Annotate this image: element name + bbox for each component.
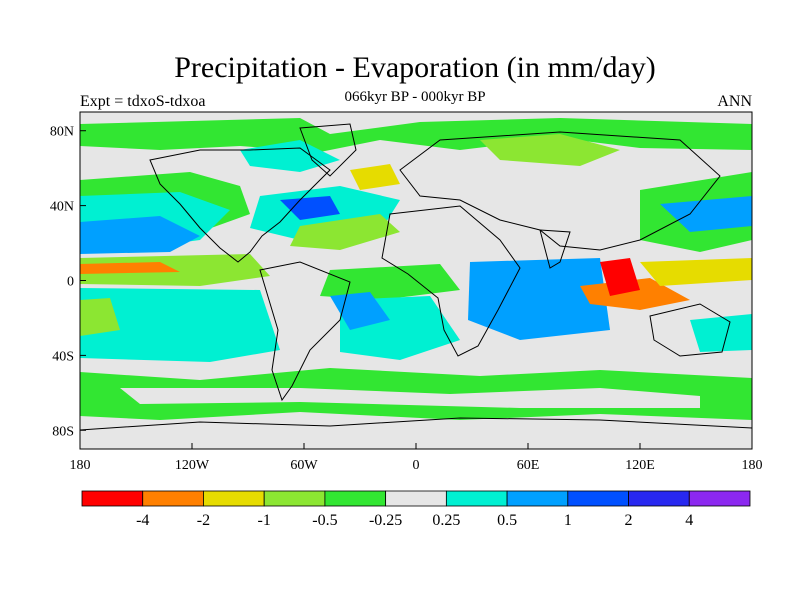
colorbar-label: 0.25: [432, 512, 460, 529]
x-tick-label: 0: [413, 458, 420, 473]
coastline-antarctica: [80, 417, 752, 431]
y-tick-label: 80S: [52, 424, 74, 439]
colorbar-swatch-0: [81, 490, 144, 507]
x-tick-label: 60W: [290, 458, 318, 473]
field-patch-austr-cyan: [690, 314, 752, 352]
colorbar-swatch-7: [506, 490, 569, 507]
field-patch-siberia-yellow: [480, 134, 620, 166]
colorbar-label: -0.25: [369, 512, 402, 529]
x-tick-label: 60E: [517, 458, 540, 473]
field-patch-indian-cyan: [468, 258, 610, 340]
axis-ticks: [79, 130, 753, 449]
coastlines: [80, 123, 752, 431]
coastline-north-america: [149, 147, 331, 263]
field-patch-wpac-blue: [660, 196, 752, 232]
coastline-eurasia: [399, 131, 721, 251]
colorbar-swatch-4: [324, 490, 387, 507]
field-patch-maritime-red: [600, 258, 640, 296]
field-patch-arctic-green: [80, 118, 752, 152]
colorbar-label: -0.5: [312, 512, 337, 529]
field-patch-tropwpac-yellow: [640, 258, 752, 286]
colorbar-label: 4: [685, 512, 693, 529]
colorbar-swatch-1: [142, 490, 204, 507]
y-tick-label: 40S: [52, 349, 74, 364]
field-patch-natl-yellow: [290, 214, 400, 250]
field-patch-natl-blue: [280, 196, 340, 220]
y-tick-label: 40N: [50, 200, 74, 215]
colorbar-swatch-9: [628, 490, 690, 507]
y-tick-label: 0: [67, 275, 74, 290]
coastline-africa: [381, 205, 521, 357]
field-patch-eqatl-green: [320, 264, 460, 300]
colorbar-label: -4: [136, 512, 149, 529]
experiment-label: Expt = tdxoS-tdxoa: [80, 93, 206, 110]
field-patch-europe-yellow: [350, 164, 400, 190]
colorbar-swatch-3: [263, 490, 326, 507]
colorbar-label: 1: [564, 512, 572, 529]
x-tick-label: 120E: [625, 458, 655, 473]
map-subtitle: 066kyr BP - 000kyr BP: [344, 89, 486, 105]
y-tick-label: 80N: [50, 125, 74, 140]
season-label: ANN: [717, 93, 752, 110]
field-patch-npac-blue: [80, 216, 200, 254]
colorbar-label: 0.5: [497, 512, 517, 529]
coastline-india: [539, 229, 571, 269]
field-patch-spac-yellow: [80, 298, 120, 336]
axis-tick-labels: 180 120W 60W 0 60E 120E 180 80N 40N 0 40S 80S: [50, 125, 763, 473]
colorbar-swatch-8: [567, 490, 629, 507]
field-patch-south-grey: [120, 388, 700, 408]
colorbar-swatch-6: [445, 490, 508, 507]
x-tick-label: 180: [70, 458, 91, 473]
field-patch-eqpac-orange: [80, 262, 180, 274]
coastline-australia: [649, 303, 731, 357]
coastline-south-america: [259, 261, 351, 402]
colorbar-label: -1: [258, 512, 271, 529]
precip-evap-field: [80, 118, 752, 420]
x-tick-label: 180: [742, 458, 763, 473]
colorbar: [81, 490, 751, 507]
colorbar-label: 2: [625, 512, 633, 529]
x-tick-label: 120W: [175, 458, 210, 473]
field-patch-spac-cyan: [80, 288, 280, 362]
colorbar-swatch-2: [203, 490, 265, 507]
colorbar-swatch-5: [385, 490, 447, 507]
map-title: Precipitation - Evaporation (in mm/day): [174, 51, 656, 84]
coastline-greenland: [299, 123, 357, 177]
colorbar-swatch-10: [688, 490, 751, 507]
colorbar-label: -2: [197, 512, 210, 529]
colorbar-labels: -4 -2 -1 -0.5 -0.25 0.25 0.5 1 2 4: [136, 512, 693, 529]
field-patch-arctic-cyan: [240, 140, 340, 172]
